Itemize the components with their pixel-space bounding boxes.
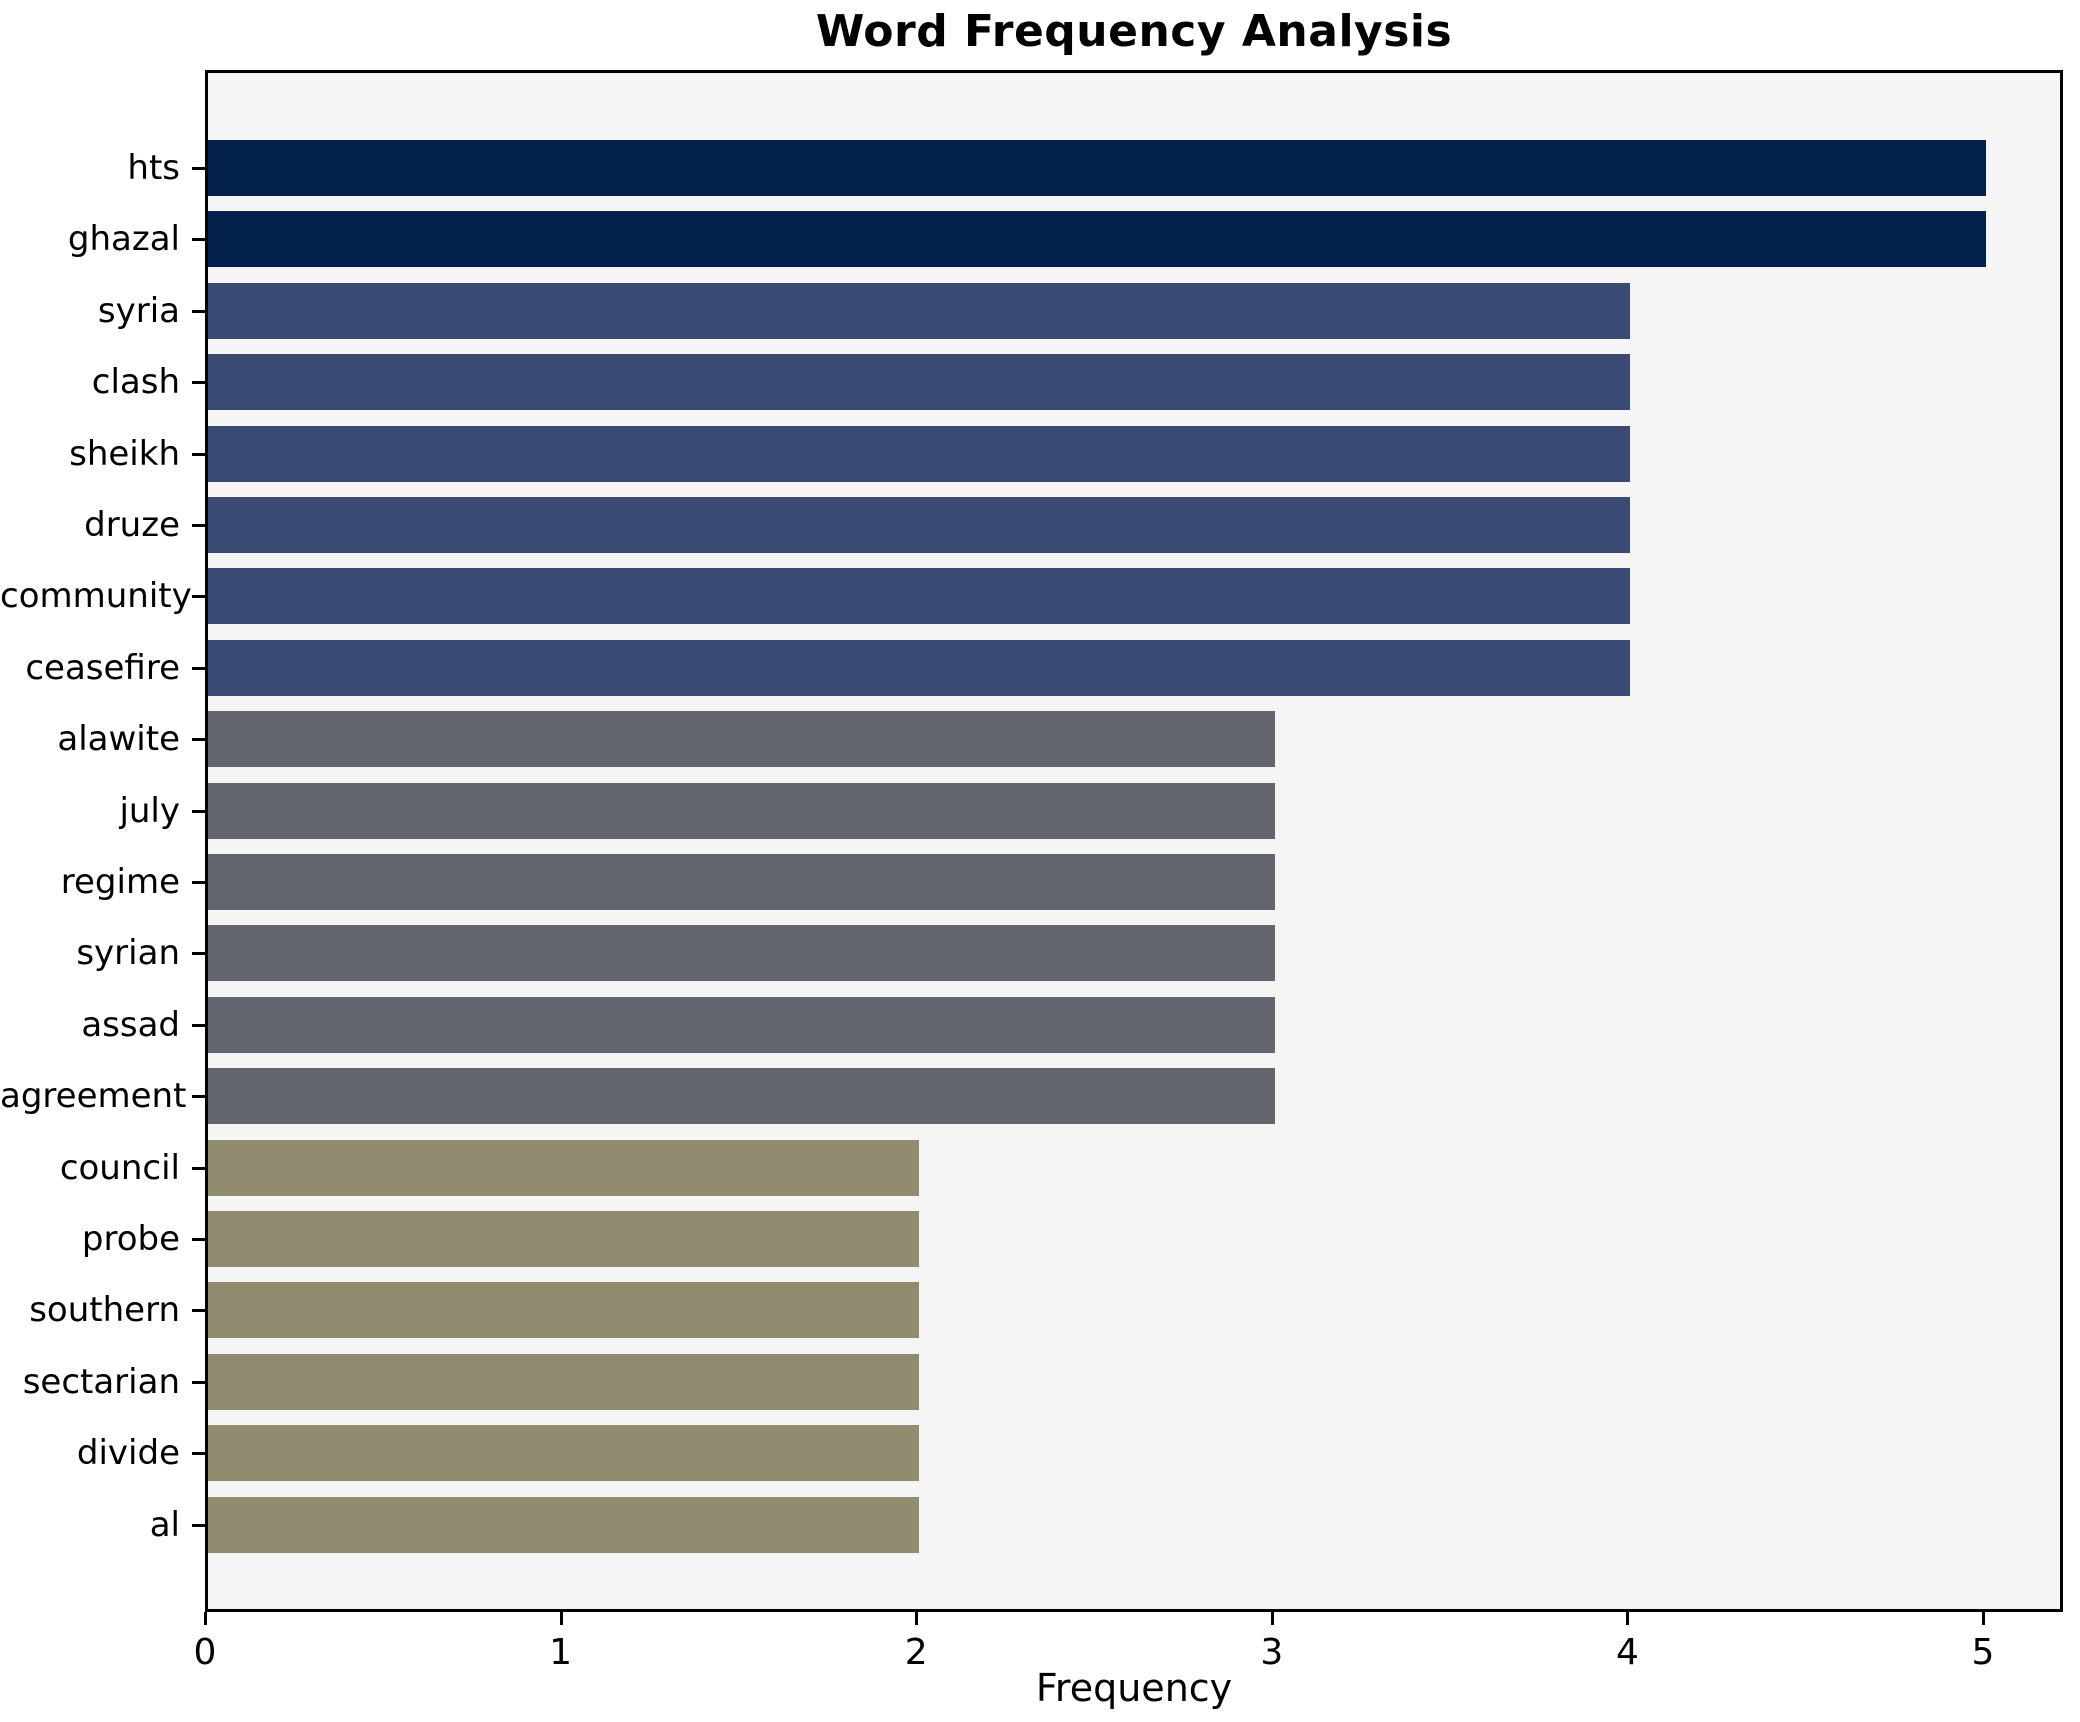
x-tick-mark (1270, 1612, 1274, 1625)
bar-july (208, 782, 1275, 839)
y-tick-label-council: council (59, 1147, 180, 1188)
bar-hts (208, 140, 1986, 196)
x-tick-label-3: 3 (1260, 1632, 1284, 1673)
y-tick-mark (192, 595, 205, 599)
bar-sheikh (208, 425, 1631, 482)
y-tick-mark (192, 1309, 205, 1313)
bar-syrian (208, 925, 1275, 982)
y-tick-mark (192, 1238, 205, 1241)
y-tick-mark (192, 738, 205, 742)
x-tick-label-0: 0 (193, 1632, 217, 1673)
y-tick-label-sectarian: sectarian (22, 1361, 180, 1402)
x-tick-label-1: 1 (549, 1632, 573, 1673)
bar-clash (208, 354, 1631, 411)
y-tick-mark (192, 238, 205, 242)
y-tick-label-assad: assad (81, 1004, 180, 1045)
y-tick-mark (192, 1095, 205, 1099)
y-tick-label-alawite: alawite (57, 719, 180, 760)
x-tick-mark (1626, 1612, 1630, 1625)
y-tick-label-ghazal: ghazal (67, 219, 180, 260)
y-tick-mark (192, 1452, 205, 1456)
y-tick-label-sheikh: sheikh (69, 433, 180, 474)
y-tick-mark (192, 1523, 205, 1527)
bar-al (208, 1496, 920, 1553)
bar-assad (208, 996, 1275, 1053)
bar-divide (208, 1425, 920, 1482)
y-tick-label-clash: clash (91, 362, 180, 403)
bar-ghazal (208, 211, 1986, 268)
bar-regime (208, 854, 1275, 910)
y-tick-label-ceasefire: ceasefire (25, 647, 180, 688)
y-tick-label-regime: regime (60, 862, 180, 902)
y-tick-mark (192, 952, 205, 956)
y-tick-label-agreement: agreement (0, 1076, 187, 1117)
x-tick-mark (915, 1612, 919, 1625)
x-tick-label-4: 4 (1615, 1632, 1639, 1673)
y-tick-label-july: july (119, 790, 180, 831)
chart-title: Word Frequency Analysis (815, 6, 1453, 57)
bar-council (208, 1139, 920, 1196)
bar-agreement (208, 1068, 1275, 1125)
y-tick-label-southern: southern (29, 1290, 180, 1331)
x-axis-title: Frequency (1035, 1666, 1233, 1710)
bar-sectarian (208, 1353, 920, 1410)
plot-area (205, 70, 2063, 1612)
y-tick-label-al: al (149, 1504, 180, 1545)
y-tick-label-syria: syria (97, 290, 180, 331)
x-tick-label-2: 2 (904, 1632, 928, 1673)
bar-syria (208, 282, 1631, 339)
y-tick-label-hts: hts (127, 148, 180, 188)
y-tick-mark (192, 524, 205, 527)
bar-southern (208, 1282, 920, 1339)
y-tick-mark (192, 881, 205, 884)
bar-druze (208, 497, 1631, 553)
y-tick-label-syrian: syrian (76, 933, 180, 974)
y-tick-mark (192, 1166, 205, 1170)
y-tick-mark (192, 167, 205, 170)
bar-probe (208, 1211, 920, 1267)
x-tick-label-5: 5 (1971, 1632, 1995, 1673)
bar-community (208, 568, 1631, 625)
x-tick-mark (204, 1612, 207, 1625)
x-tick-mark (559, 1612, 563, 1625)
y-tick-mark (192, 452, 205, 456)
y-tick-label-probe: probe (81, 1219, 180, 1259)
y-tick-mark (192, 381, 205, 385)
y-tick-mark (192, 309, 205, 313)
y-tick-mark (192, 1023, 205, 1027)
y-tick-label-divide: divide (76, 1433, 180, 1474)
bar-alawite (208, 711, 1275, 768)
y-tick-label-druze: druze (84, 505, 180, 545)
x-tick-mark (1982, 1612, 1985, 1625)
bar-ceasefire (208, 639, 1631, 696)
y-tick-mark (192, 666, 205, 670)
y-tick-mark (192, 809, 205, 813)
y-tick-label-community: community (0, 576, 192, 617)
y-tick-mark (192, 1380, 205, 1384)
